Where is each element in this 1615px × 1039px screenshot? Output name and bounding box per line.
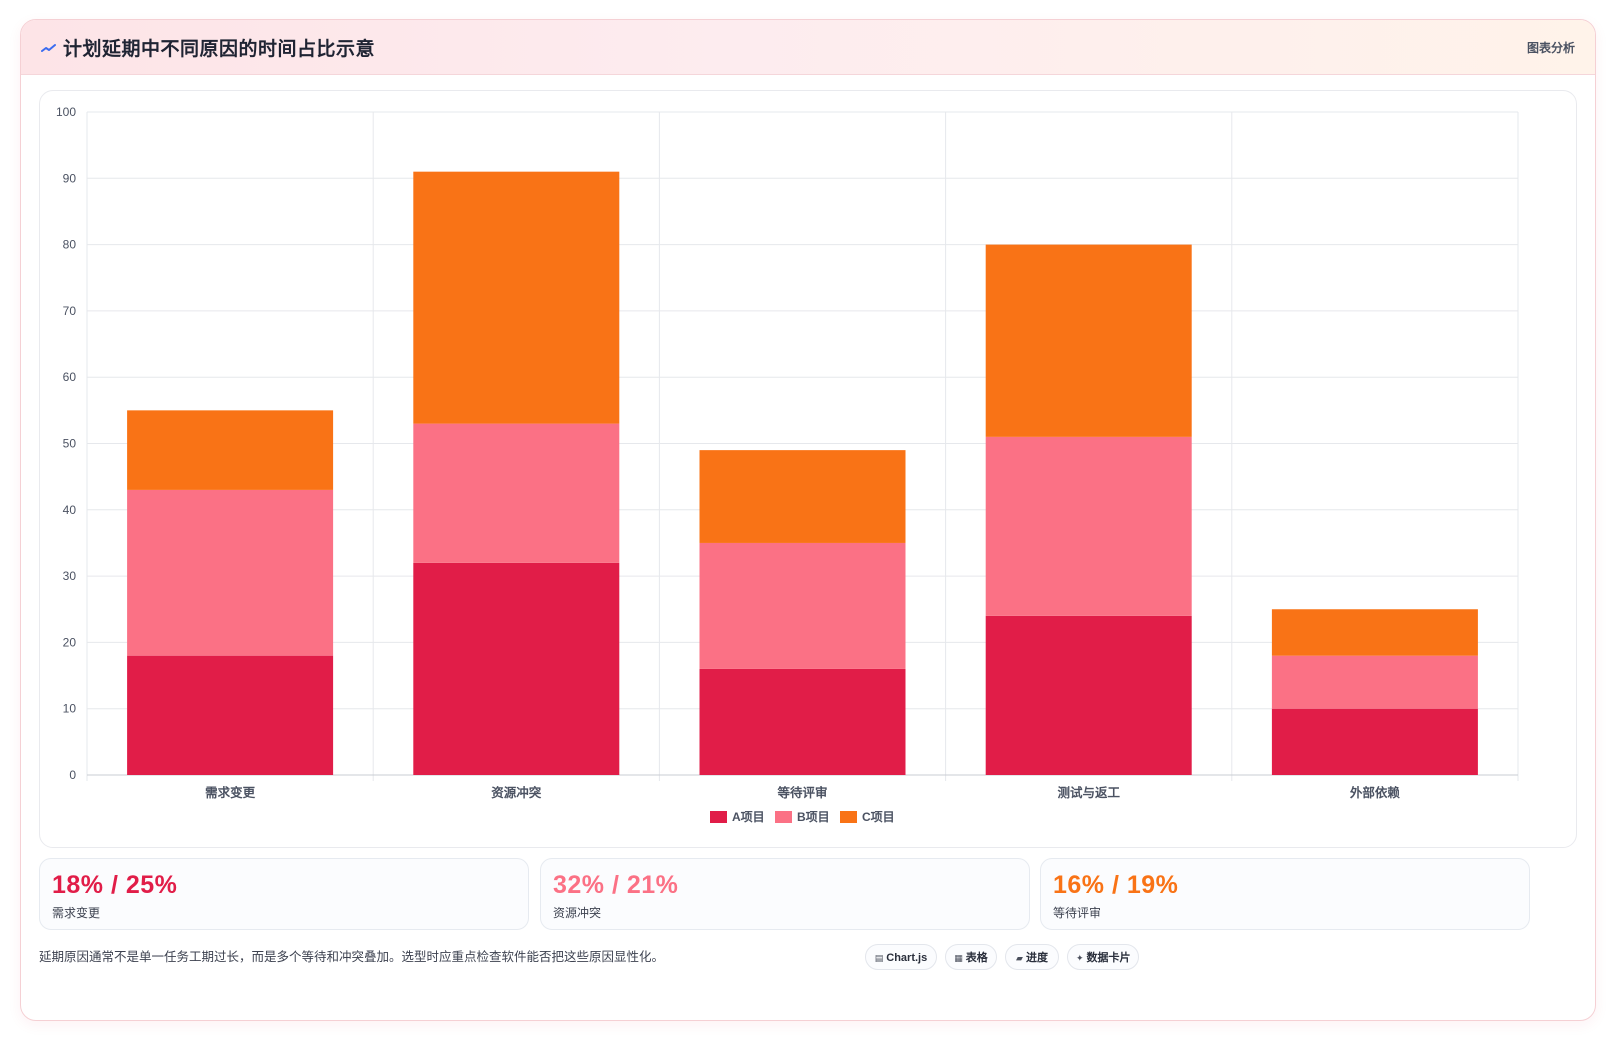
x-tick-label: 测试与返工: [1057, 785, 1120, 800]
y-tick-label: 80: [63, 238, 77, 252]
chip-label: 数据卡片: [1086, 952, 1131, 964]
trend-line-icon: [41, 44, 56, 52]
progress-icon: ▰: [1016, 953, 1023, 963]
table-icon: ▦: [954, 953, 963, 963]
stat-value: 32% / 21%: [553, 871, 679, 899]
page-title: 计划延期中不同原因的时间占比示意: [63, 39, 376, 60]
stat-card-1: 18% / 25% 需求变更: [39, 858, 529, 930]
stacked-bar-chart: 0 10 20 30 40 50 60 70 80 90 100 需求变更 资源冲突 等待评审 测试与返工 外…: [56, 105, 1519, 824]
stat-card-2: 32% / 21% 资源冲突: [540, 858, 1030, 930]
stat-card-3: 16% / 19% 等待评审: [1040, 858, 1530, 930]
bar-segment: [1271, 655, 1478, 709]
stat-label: 等待评审: [1053, 906, 1102, 920]
y-tick-label: 0: [69, 768, 76, 782]
chart-card: 计划延期中不同原因的时间占比示意 图表分析 0 10 20 30 40 50 60 70 80 9…: [20, 19, 1596, 1021]
sparkle-icon: ✦: [1076, 953, 1084, 963]
chip-label: 进度: [1025, 952, 1048, 964]
x-tick-label: 外部依赖: [1349, 785, 1401, 800]
x-tick-label: 等待评审: [776, 785, 827, 800]
bar-segment: [127, 655, 334, 775]
legend-swatch: [775, 811, 792, 823]
x-tick-label: 需求变更: [205, 785, 256, 800]
chip-label: 表格: [965, 952, 988, 964]
chip-table[interactable]: ▦ 表格: [945, 944, 997, 970]
bar-segment: [985, 615, 1192, 775]
legend-swatch: [840, 811, 857, 823]
bar-segment: [127, 489, 334, 656]
legend-label: C项目: [862, 810, 895, 824]
bar-segment: [413, 423, 620, 563]
legend-swatch: [710, 811, 727, 823]
y-tick-label: 60: [63, 370, 77, 384]
bar-segment: [699, 542, 906, 669]
stat-label: 需求变更: [52, 906, 101, 920]
card-header: 计划延期中不同原因的时间占比示意 图表分析: [21, 20, 1595, 75]
bar-segment: [413, 171, 620, 424]
y-tick-label: 90: [63, 171, 77, 185]
y-tick-label: 40: [63, 503, 77, 517]
bar-segment: [699, 450, 906, 543]
chip-label: Chart.js: [886, 952, 928, 964]
bar-segment: [127, 410, 334, 490]
y-tick-label: 20: [63, 635, 77, 649]
bar-segment: [1271, 708, 1478, 775]
legend-label: B项目: [797, 810, 830, 824]
chart-icon: ▤: [874, 953, 884, 963]
chip-progress[interactable]: ▰ 进度: [1005, 944, 1059, 970]
y-tick-label: 50: [63, 437, 77, 451]
x-tick-label: 资源冲突: [491, 785, 542, 800]
chart-panel: 0 10 20 30 40 50 60 70 80 90 100 需求变更 资源冲突 等待评审 测试与返工 外…: [39, 90, 1577, 848]
bar-segment: [985, 244, 1192, 437]
y-tick-label: 30: [63, 569, 77, 583]
footer-note: 延期原因通常不是单一任务工期过长，而是多个等待和冲突叠加。选型时应重点检查软件能…: [39, 950, 665, 964]
stat-value: 16% / 19%: [1053, 871, 1179, 899]
bar-segment: [985, 436, 1192, 616]
stat-label: 资源冲突: [553, 906, 602, 920]
y-tick-label: 10: [63, 702, 77, 716]
stat-value: 18% / 25%: [52, 871, 178, 899]
header-tag: 图表分析: [1526, 41, 1575, 55]
bar-segment: [1271, 609, 1478, 656]
bar-segment: [699, 668, 906, 775]
bar-segment: [413, 562, 620, 775]
chip-data-card[interactable]: ✦ 数据卡片: [1067, 944, 1139, 970]
y-tick-label: 100: [56, 105, 76, 119]
y-tick-label: 70: [63, 304, 77, 318]
chip-chartjs[interactable]: ▤ Chart.js: [865, 944, 937, 970]
legend-label: A项目: [732, 810, 765, 824]
